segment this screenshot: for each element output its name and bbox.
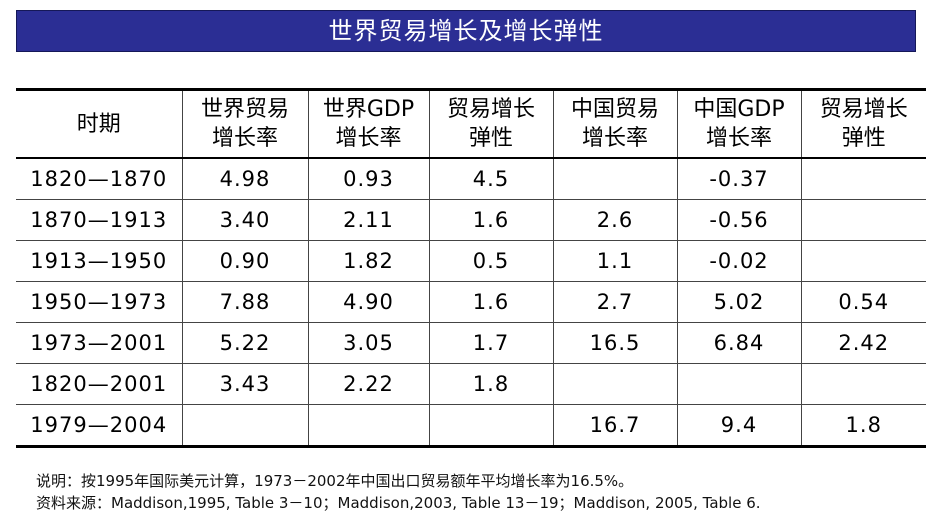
value-cell: 3.43 <box>181 363 309 405</box>
value-cell: 5.22 <box>181 322 309 364</box>
value-cell <box>552 157 678 200</box>
value-cell: 3.40 <box>181 199 309 241</box>
table-row: 1870—1913 3.40 2.11 1.6 2.6 -0.56 <box>16 199 926 241</box>
table-row: 1973—2001 5.22 3.05 1.7 16.5 6.84 2.42 <box>16 322 926 364</box>
value-cell: 6.84 <box>676 322 802 364</box>
page-title: 世界贸易增长及增长弹性 <box>16 10 916 52</box>
column-header: 世界贸易 增长率 <box>181 89 309 159</box>
value-cell: 2.11 <box>307 199 430 241</box>
value-cell <box>307 404 430 447</box>
value-cell <box>800 199 926 241</box>
value-cell <box>800 240 926 282</box>
footnotes: 说明：按1995年国际美元计算，1973－2002年中国出口贸易额年平均增长率为… <box>36 470 761 514</box>
column-header: 世界GDP 增长率 <box>307 89 430 159</box>
column-header-line: 增长率 <box>335 126 402 151</box>
column-header: 中国贸易 增长率 <box>552 89 678 159</box>
value-cell: 1.1 <box>552 240 678 282</box>
table-row: 1820—1870 4.98 0.93 4.5 -0.37 <box>16 157 926 200</box>
value-cell: 16.7 <box>552 404 678 447</box>
column-header-line: 中国GDP <box>693 97 785 122</box>
column-header-line: 世界贸易 <box>200 97 289 122</box>
period-cell: 1820—2001 <box>16 363 183 405</box>
table-row: 1820—2001 3.43 2.22 1.8 <box>16 363 926 405</box>
column-header-line: 世界GDP <box>322 97 415 122</box>
value-cell: 0.93 <box>307 157 430 200</box>
period-cell: 1820—1870 <box>16 157 183 200</box>
column-header-line: 弹性 <box>468 126 513 151</box>
value-cell: 1.82 <box>307 240 430 282</box>
value-cell: 9.4 <box>676 404 802 447</box>
column-header-line: 弹性 <box>841 126 886 151</box>
value-cell: 4.5 <box>428 157 554 200</box>
value-cell: 7.88 <box>181 281 309 323</box>
value-cell: 0.5 <box>428 240 554 282</box>
table-row: 1979—2004 16.7 9.4 1.8 <box>16 404 926 447</box>
value-cell: 5.02 <box>676 281 802 323</box>
note-sources: 资料来源：Maddison,1995, Table 3－10；Maddison,… <box>36 494 761 512</box>
value-cell: 4.90 <box>307 281 430 323</box>
value-cell: 1.6 <box>428 199 554 241</box>
value-cell: 1.6 <box>428 281 554 323</box>
value-cell: 2.42 <box>800 322 926 364</box>
value-cell <box>428 404 554 447</box>
value-cell <box>676 363 802 405</box>
period-cell: 1979—2004 <box>16 404 183 447</box>
value-cell: 2.22 <box>307 363 430 405</box>
value-cell: 1.7 <box>428 322 554 364</box>
value-cell: -0.37 <box>676 157 802 200</box>
value-cell <box>552 363 678 405</box>
period-cell: 1973—2001 <box>16 322 183 364</box>
period-cell: 1913—1950 <box>16 240 183 282</box>
table-row: 1950—1973 7.88 4.90 1.6 2.7 5.02 0.54 <box>16 281 926 323</box>
value-cell: 3.05 <box>307 322 430 364</box>
value-cell: -0.02 <box>676 240 802 282</box>
column-header-line: 增长率 <box>581 126 648 151</box>
value-cell: 4.98 <box>181 157 309 200</box>
value-cell <box>800 157 926 200</box>
value-cell: 0.90 <box>181 240 309 282</box>
column-header-line: 增长率 <box>705 126 772 151</box>
value-cell: 1.8 <box>428 363 554 405</box>
table-header-row: 时期 世界贸易 增长率 世界GDP 增长率 贸易增长 弹性 中国贸易 增长率 中国GDP 增长率 贸易… <box>16 89 926 159</box>
note-explanation: 说明：按1995年国际美元计算，1973－2002年中国出口贸易额年平均增长率为… <box>36 472 634 490</box>
period-cell: 1870—1913 <box>16 199 183 241</box>
column-header: 中国GDP 增长率 <box>676 89 802 159</box>
period-cell: 1950—1973 <box>16 281 183 323</box>
value-cell: 16.5 <box>552 322 678 364</box>
table-row: 1913—1950 0.90 1.82 0.5 1.1 -0.02 <box>16 240 926 282</box>
value-cell <box>800 363 926 405</box>
value-cell: -0.56 <box>676 199 802 241</box>
value-cell <box>181 404 309 447</box>
value-cell: 2.6 <box>552 199 678 241</box>
value-cell: 0.54 <box>800 281 926 323</box>
column-header: 贸易增长 弹性 <box>800 89 926 159</box>
column-header: 贸易增长 弹性 <box>428 89 554 159</box>
column-header-line: 贸易增长 <box>819 97 908 122</box>
table-body: 1820—1870 4.98 0.93 4.5 -0.37 1870—1913 3.40 2.… <box>16 157 926 447</box>
value-cell: 2.7 <box>552 281 678 323</box>
column-header-line: 中国贸易 <box>570 97 659 122</box>
column-header-line: 贸易增长 <box>446 97 535 122</box>
value-cell: 1.8 <box>800 404 926 447</box>
column-header-line: 时期 <box>76 111 121 137</box>
column-header: 时期 <box>16 89 183 159</box>
growth-table: 时期 世界贸易 增长率 世界GDP 增长率 贸易增长 弹性 中国贸易 增长率 中国GDP 增长率 贸易… <box>16 88 926 448</box>
column-header-line: 增长率 <box>211 126 278 151</box>
